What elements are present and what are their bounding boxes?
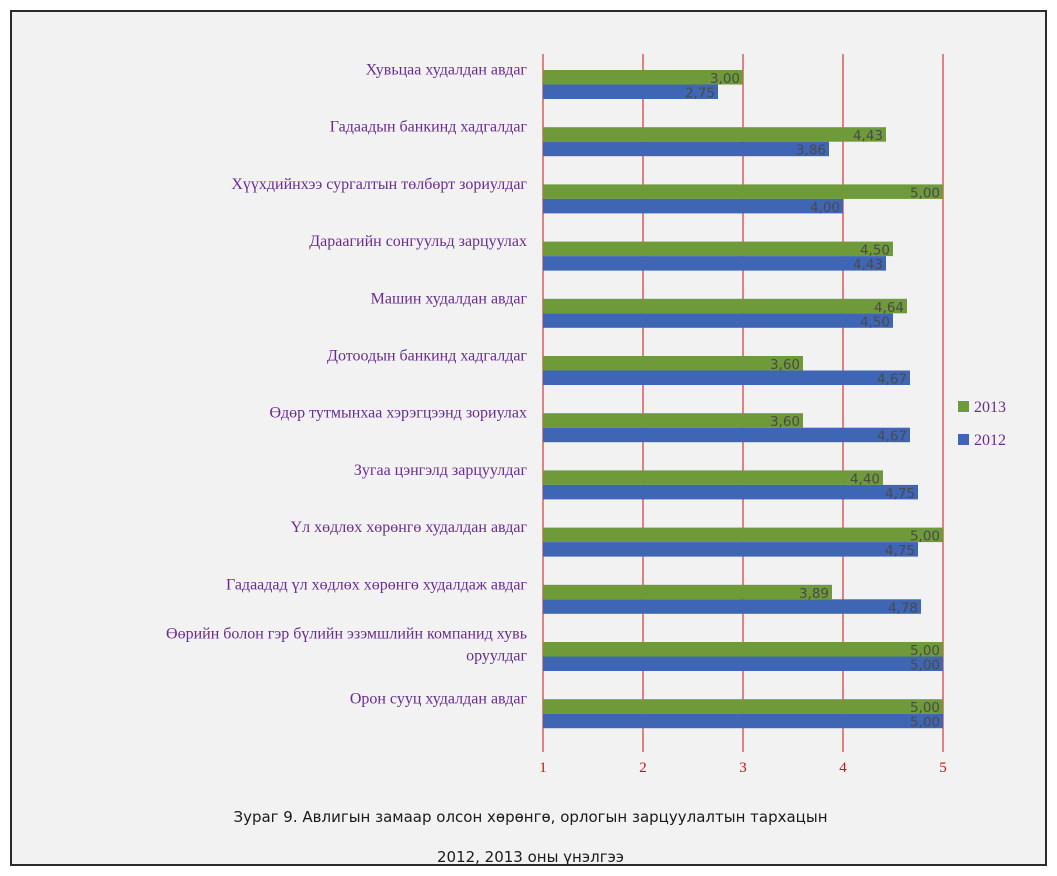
bar-2012 <box>543 198 843 214</box>
category-label: Өөрийн болон гэр бүлийн эзэмшлийн компан… <box>166 626 527 665</box>
data-label-2013: 3,89 <box>799 586 829 602</box>
gridlines <box>542 54 944 752</box>
bar-2012 <box>543 313 893 328</box>
category-label: Зугаа цэнгэлд зарцуулдаг <box>354 462 528 479</box>
bar-2012 <box>543 713 943 729</box>
bar-2013 <box>543 184 943 199</box>
data-label-2013: 4,64 <box>874 300 904 316</box>
bar-2013 <box>543 470 883 485</box>
x-tick-label: 1 <box>539 760 547 776</box>
legend-label-2013: 2013 <box>974 399 1006 416</box>
data-label-2013: 5,00 <box>910 185 940 201</box>
bar-2012 <box>543 427 910 443</box>
data-label-2013: 5,00 <box>910 700 940 716</box>
x-tick-label: 2 <box>639 760 647 776</box>
bar-2012 <box>543 599 921 614</box>
bar-chart: Хувьцаа худалдан авдаг Гадаадын банкинд х… <box>166 54 1006 776</box>
bar-2012 <box>543 256 886 271</box>
data-label-2013: 5,00 <box>910 529 940 545</box>
data-label-2012: 4,43 <box>853 257 883 273</box>
data-label-2012: 4,67 <box>877 429 907 445</box>
bar-2013 <box>543 699 943 714</box>
bar-2012 <box>543 84 718 99</box>
bar-2013 <box>543 584 832 600</box>
data-label-2012: 4,50 <box>860 314 890 330</box>
data-label-2013: 3,60 <box>770 414 800 430</box>
data-label-2012: 4,78 <box>888 600 918 616</box>
x-tick-label: 3 <box>739 760 747 776</box>
data-label-2012: 4,67 <box>877 372 907 388</box>
category-label: Машин худалдан авдаг <box>371 290 528 307</box>
data-label-2012: 5,00 <box>910 658 940 674</box>
data-label-2012: 4,00 <box>810 200 840 216</box>
x-tick-label: 5 <box>939 760 947 776</box>
data-label-2013: 4,43 <box>853 128 883 144</box>
figure-caption-line-1: Зураг 9. Авлигын замаар олсон хөрөнгө, о… <box>233 808 828 826</box>
category-label: Үл хөдлөх хөрөнгө худалдан авдаг <box>291 519 528 536</box>
bar-2013 <box>543 356 803 371</box>
data-label-2013: 3,60 <box>770 357 800 373</box>
data-label-2013: 4,50 <box>860 243 890 259</box>
category-label: Гадаадад үл хөдлөх хөрөнгө худалдаж авда… <box>226 576 527 593</box>
data-label-2012: 3,86 <box>796 143 826 159</box>
legend-label-2012: 2012 <box>974 432 1006 449</box>
category-labels: Хувьцаа худалдан авдаг Гадаадын банкинд х… <box>166 62 527 708</box>
category-label: Дотоодын банкинд хадгалдаг <box>327 348 527 365</box>
bar-2012 <box>543 370 910 385</box>
category-label: Гадаадын банкинд хадгалдаг <box>330 119 528 136</box>
data-label-2012: 2,75 <box>685 86 715 102</box>
data-label-2012: 5,00 <box>910 715 940 731</box>
category-label-line: Өөрийн болон гэр бүлийн эзэмшлийн компан… <box>166 626 527 643</box>
category-label: Хувьцаа худалдан авдаг <box>366 62 528 79</box>
bar-2012 <box>543 484 918 500</box>
bars <box>543 70 943 729</box>
bar-2012 <box>543 656 943 671</box>
category-label-line: оруулдаг <box>466 648 527 665</box>
legend: 2013 2012 <box>958 399 1006 449</box>
x-axis-ticks: 1 2 3 4 5 <box>539 760 947 776</box>
x-tick-label: 4 <box>839 760 847 776</box>
bar-2013 <box>543 298 907 314</box>
legend-swatch-2012 <box>958 434 969 445</box>
category-label: Хүүхдийнхээ сургалтын төлбөрт зориулдаг <box>231 176 527 193</box>
legend-swatch-2013 <box>958 401 969 412</box>
data-labels: 3,002,754,433,865,004,004,504,434,644,50… <box>685 71 940 731</box>
data-label-2012: 4,75 <box>885 543 915 559</box>
bar-2013 <box>543 413 803 428</box>
bar-2012 <box>543 141 829 157</box>
bar-2013 <box>543 241 893 257</box>
data-label-2013: 4,40 <box>850 471 880 487</box>
data-label-2013: 3,00 <box>710 71 740 87</box>
bar-2013 <box>543 642 943 657</box>
figure-caption-line-2: 2012, 2013 оны үнэлгээ <box>436 848 625 866</box>
category-label: Дараагийн сонгуульд зарцуулах <box>309 233 527 250</box>
bar-2012 <box>543 542 918 557</box>
category-label: Орон сууц худалдан авдаг <box>350 691 528 708</box>
bar-2013 <box>543 527 943 543</box>
bar-2013 <box>543 70 743 85</box>
data-label-2012: 4,75 <box>885 486 915 502</box>
category-label: Өдөр тутмынхаа хэрэгцээнд зориулах <box>269 405 527 422</box>
bar-2013 <box>543 127 886 142</box>
data-label-2013: 5,00 <box>910 643 940 659</box>
chart-frame: Хувьцаа худалдан авдаг Гадаадын банкинд х… <box>10 10 1047 866</box>
